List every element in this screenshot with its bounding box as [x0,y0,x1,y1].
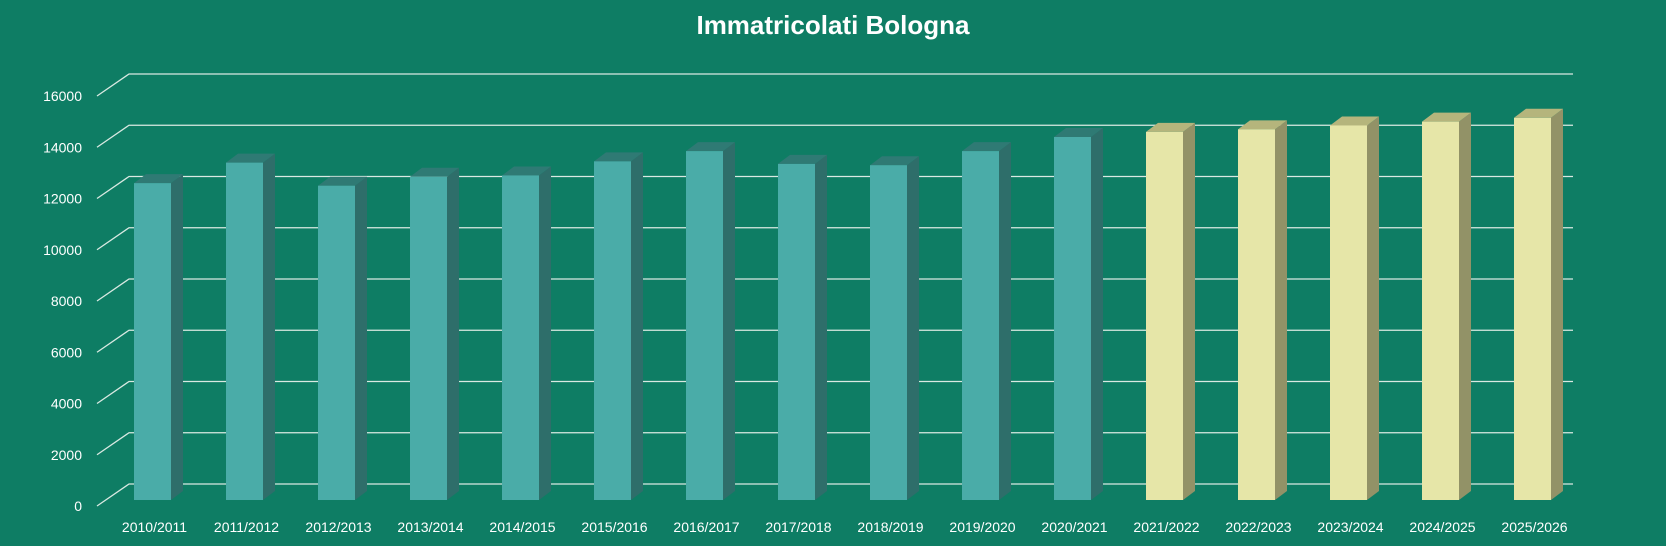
bar-side [539,166,551,500]
x-tick-label: 2018/2019 [857,519,923,535]
bar-top [686,142,735,152]
bar-top [1238,120,1287,130]
bar [1422,112,1471,500]
y-tick-label: 14000 [43,139,82,155]
bar-front [318,185,355,500]
bar-top [1514,108,1563,118]
bar-top [1330,116,1379,126]
bar [1238,120,1287,500]
bar-top [778,154,827,164]
bar-side [1275,120,1287,500]
bar [410,167,459,500]
bar-side [447,167,459,500]
bar [502,166,551,500]
bar [870,156,919,500]
x-tick-label: 2013/2014 [397,519,463,535]
bar-top [410,167,459,177]
bar-front [962,151,999,500]
x-tick-label: 2017/2018 [765,519,831,535]
bar-top [594,152,643,162]
y-tick-label: 2000 [51,447,82,463]
y-tick-label: 12000 [43,191,82,207]
bar-side [815,154,827,500]
y-tick-label: 16000 [43,88,82,104]
bar-top [318,176,367,186]
bar-top [1054,128,1103,137]
y-tick-label: 8000 [51,293,82,309]
x-tick-label: 2021/2022 [1133,519,1199,535]
y-tick-label: 10000 [43,242,82,258]
x-tick-label: 2014/2015 [489,519,555,535]
chart-title: Immatricolati Bologna [696,10,970,40]
bar-front [778,163,815,500]
x-tick-label: 2012/2013 [305,519,371,535]
bar-front [226,162,263,500]
bar-side [1183,122,1195,500]
bar-front [410,176,447,500]
x-tick-label: 2025/2026 [1501,519,1567,535]
bar [1330,116,1379,500]
bar-front [1330,125,1367,500]
bar-front [134,183,171,500]
gridline [96,124,1573,148]
bar-top [1146,122,1195,132]
bar-side [1551,108,1563,500]
y-axis-ticks: 0 2000 4000 6000 8000 10000 12000 14000 16000 [43,88,82,514]
bar [686,142,735,500]
bar-side [171,174,183,500]
bar-front [502,175,539,500]
bar [318,176,367,500]
bar-front [1146,131,1183,500]
x-tick-label: 2022/2023 [1225,519,1291,535]
bar-front [686,151,723,500]
bar-top [962,142,1011,152]
bar-top [226,153,275,163]
bar-front [1238,129,1275,500]
bar-front [1054,137,1091,500]
bar [1146,122,1195,500]
x-tick-label: 2010/2011 [122,519,187,535]
bar-front [870,165,907,500]
bar-side [1367,116,1379,500]
bar-side [1459,112,1471,500]
bar-side [907,156,919,500]
x-tick-label: 2020/2021 [1041,519,1107,535]
bar-top [502,166,551,176]
gridline [96,73,1573,97]
x-tick-label: 2024/2025 [1409,519,1475,535]
x-tick-label: 2011/2012 [214,519,279,535]
x-tick-label: 2016/2017 [673,519,739,535]
bar [1514,108,1563,500]
bars [134,108,1563,500]
bar-side [999,142,1011,500]
bar-side [355,176,367,500]
bar-top [1422,112,1471,122]
bar-front [1514,117,1551,500]
bar-top [134,174,183,184]
bar-top [870,156,919,166]
bar [134,174,183,500]
bar-side [723,142,735,500]
x-axis-ticks: 2010/2011 2011/2012 2012/2013 2013/2014 2014… [122,519,1568,535]
bar-front [594,161,631,500]
y-tick-label: 0 [74,498,82,514]
x-tick-label: 2015/2016 [581,519,647,535]
bar-front [1422,121,1459,500]
bar [962,142,1011,500]
bar [1054,128,1103,500]
x-tick-label: 2019/2020 [949,519,1015,535]
bar [226,153,275,500]
bar [594,152,643,500]
x-tick-label: 2023/2024 [1317,519,1383,535]
bar-side [1091,128,1103,500]
y-tick-label: 6000 [51,344,82,360]
bar [778,154,827,500]
y-tick-label: 4000 [51,396,82,412]
bar-side [631,152,643,500]
bar-side [263,153,275,500]
